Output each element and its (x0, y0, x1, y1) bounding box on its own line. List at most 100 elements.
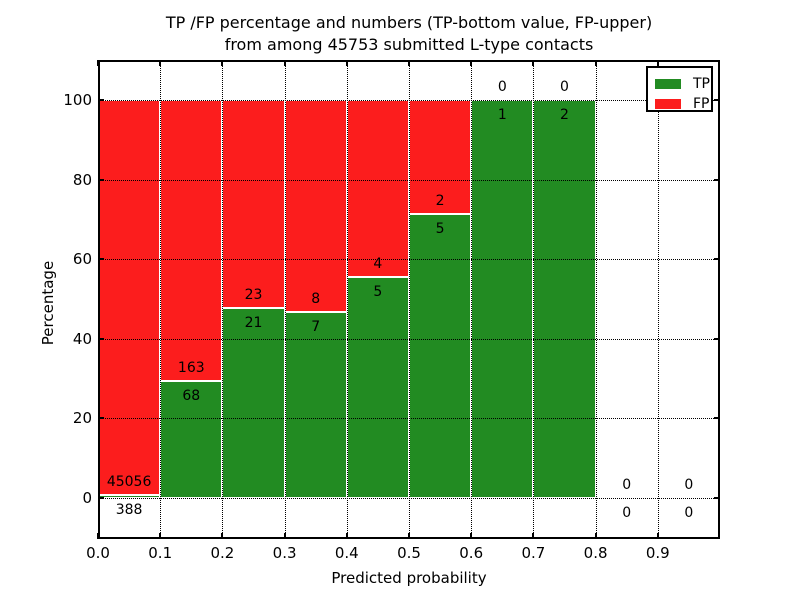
x-tick-mark (221, 60, 224, 66)
x-tick-mark (97, 60, 99, 66)
x-tick-label: 0.6 (459, 544, 484, 562)
legend-label-fp: FP (693, 96, 710, 112)
x-tick-mark (470, 533, 473, 539)
bar-fp-segment (222, 100, 285, 309)
x-tick-mark (656, 60, 659, 66)
y-tick-mark (714, 99, 720, 101)
fp-count-label: 0 (684, 477, 694, 493)
fp-count-label: 2 (435, 192, 445, 209)
x-tick-label: 0.9 (645, 544, 670, 562)
gridline-vertical (595, 60, 597, 539)
tp-count-label: 0 (684, 505, 694, 521)
bar-fp-segment (284, 100, 347, 313)
y-tick-mark (714, 178, 720, 181)
x-tick-mark (221, 533, 224, 539)
axis-spine-left (98, 60, 100, 539)
y-tick-mark (714, 258, 720, 261)
y-tick-mark (98, 99, 104, 101)
tp-count-label: 5 (435, 220, 445, 237)
y-tick-mark (98, 178, 104, 181)
x-tick-mark (532, 60, 535, 66)
y-tick-mark (714, 417, 720, 420)
y-tick-label: 80 (72, 170, 92, 189)
y-tick-label: 100 (63, 91, 92, 109)
gridline-vertical (409, 60, 410, 539)
x-tick-mark (408, 533, 410, 539)
y-tick-label: 0 (82, 489, 92, 507)
gridline-vertical (346, 60, 348, 539)
x-tick-mark (656, 533, 659, 539)
x-axis-label: Predicted probability (331, 569, 487, 587)
tp-color-swatch (655, 79, 681, 89)
x-tick-mark (408, 60, 410, 66)
y-tick-mark (98, 417, 104, 420)
x-tick-label: 0.2 (210, 544, 235, 562)
bar-tp-segment (160, 380, 223, 498)
fp-count-label: 163 (177, 359, 205, 376)
bar-tp-segment (222, 308, 285, 498)
bar-fp-segment (346, 100, 409, 277)
x-tick-mark (532, 533, 535, 539)
gridline-vertical (533, 60, 535, 539)
bar-tp-segment (409, 213, 472, 498)
x-tick-label: 0.5 (397, 544, 421, 562)
x-tick-label: 0.7 (521, 544, 546, 562)
x-tick-label: 0.1 (148, 544, 173, 562)
x-tick-mark (283, 533, 286, 539)
x-tick-label: 0.8 (583, 544, 608, 562)
y-axis-label: Percentage (39, 260, 57, 346)
fp-count-label: 0 (560, 79, 569, 95)
bar-fp-segment (409, 100, 472, 214)
x-tick-mark (159, 533, 162, 539)
x-tick-mark (97, 533, 99, 539)
bar-fp-segment (98, 100, 161, 495)
fp-count-label: 0 (497, 79, 507, 95)
y-tick-mark (714, 497, 720, 499)
gridline-vertical (222, 60, 224, 539)
x-tick-mark (159, 60, 162, 66)
fp-count-label: 8 (311, 291, 321, 308)
y-tick-label: 40 (72, 329, 92, 348)
bar-tp-segment (471, 100, 534, 498)
legend: TP FP (646, 66, 713, 112)
x-tick-mark (283, 60, 286, 66)
x-tick-label: 0.3 (272, 544, 297, 562)
tp-count-label: 0 (622, 505, 632, 521)
x-tick-mark (345, 60, 348, 66)
gridline-vertical (160, 60, 162, 539)
tp-count-label: 7 (311, 319, 321, 336)
fp-count-label: 0 (622, 477, 632, 493)
tp-count-label: 21 (244, 315, 263, 332)
fp-count-label: 4 (373, 255, 383, 272)
fp-count-label: 45056 (106, 473, 152, 490)
tp-count-label: 2 (560, 107, 569, 123)
legend-label-tp: TP (693, 76, 710, 92)
fp-color-swatch (655, 99, 681, 109)
fp-count-label: 23 (244, 287, 263, 304)
legend-entry-fp: FP (655, 94, 711, 114)
chart-title-line2: from among 45753 submitted L-type contac… (224, 35, 594, 54)
y-tick-label: 20 (72, 409, 92, 428)
bar-tp-segment (284, 312, 347, 498)
legend-entry-tp: TP (655, 74, 711, 94)
chart-title-line1: TP /FP percentage and numbers (TP-bottom… (165, 13, 653, 32)
y-tick-mark (98, 497, 104, 499)
gridline-vertical (657, 60, 659, 539)
bar-tp-segment (346, 276, 409, 498)
tp-count-label: 5 (373, 283, 383, 300)
x-tick-mark (470, 60, 473, 66)
bar-tp-segment (533, 100, 596, 498)
y-tick-label: 60 (72, 250, 92, 269)
gridline-vertical (471, 60, 473, 539)
y-tick-mark (98, 258, 104, 261)
tp-count-label: 68 (182, 387, 201, 404)
y-tick-mark (98, 337, 104, 340)
tp-count-label: 1 (497, 107, 507, 123)
x-tick-mark (594, 533, 597, 539)
y-tick-mark (714, 337, 720, 340)
x-tick-mark (345, 533, 348, 539)
x-tick-label: 0.4 (334, 544, 359, 562)
gridline-vertical (284, 60, 286, 539)
x-tick-label: 0.0 (86, 544, 110, 562)
